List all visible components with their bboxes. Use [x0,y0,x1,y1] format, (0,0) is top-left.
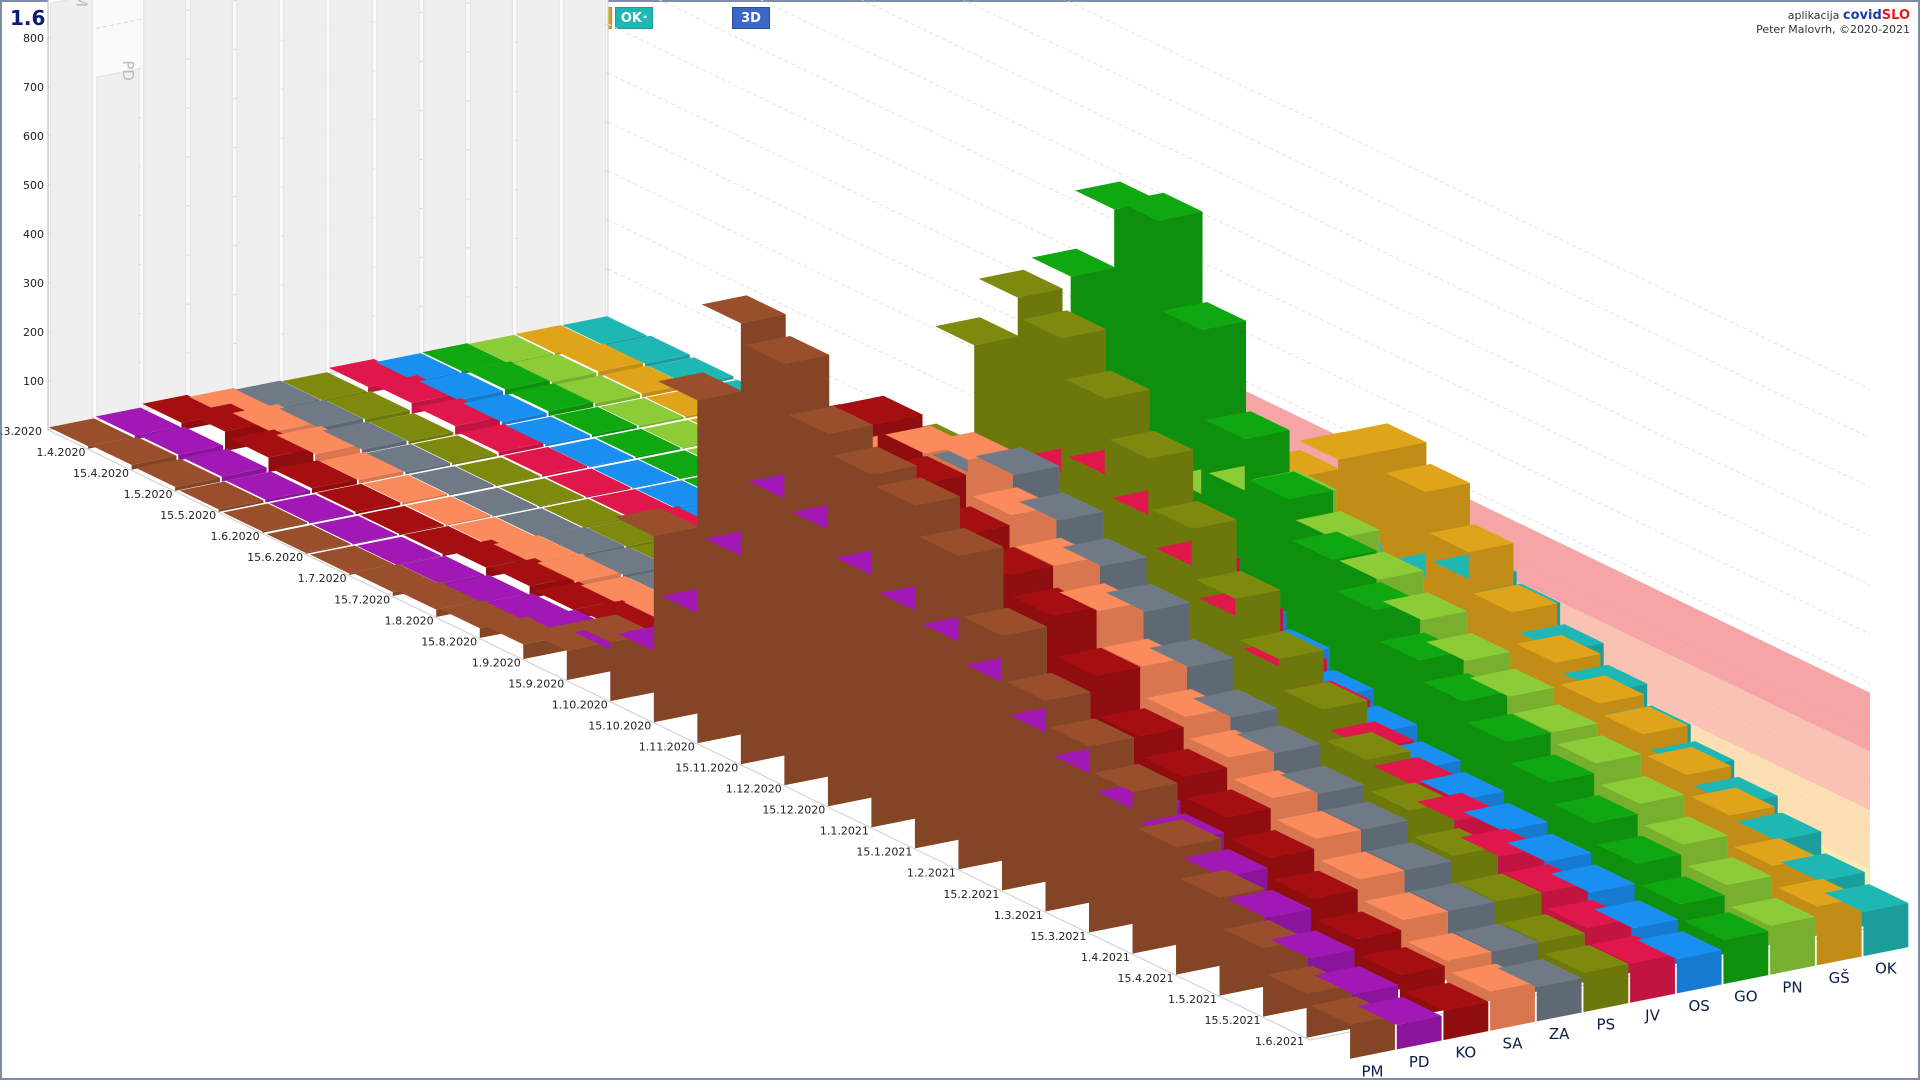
region-label: JV [1644,1006,1660,1024]
region-label: PD [1409,1053,1430,1071]
bar-front [1863,903,1908,956]
date-tick-label: 1.12.2020 [726,783,782,796]
date-tick-label: 15.11.2020 [675,762,738,775]
region-label: OS [1689,997,1710,1015]
date-tick-label: 15.4.2020 [73,467,129,480]
bar-front [1133,783,1178,954]
y-tick-label: 500 [23,179,44,192]
date-tick-label: 15.4.2021 [1117,972,1173,985]
region-label: PS [1597,1016,1616,1034]
bar-front [1770,917,1815,975]
back-wall-bar [284,0,326,383]
date-tick-label: 1.5.2020 [124,488,173,501]
date-tick-label: 1.9.2020 [472,656,521,669]
back-wall-label: PD [119,60,137,81]
back-wall-bar [237,0,279,392]
y-tick-label: 200 [23,326,44,339]
bar-front [1723,931,1768,984]
bar-front [958,547,1003,870]
region-label: PM [1361,1062,1383,1080]
date-tick-label: 15.5.2020 [160,509,216,522]
date-tick-label: 15.6.2020 [247,551,303,564]
region-label: OK [1875,960,1898,978]
date-tick-label: 15.1.2021 [856,846,912,859]
region-label: GO [1734,988,1757,1006]
back-wall-bar [330,0,372,374]
region-label: SA [1502,1034,1523,1052]
date-tick-label: 15.3.2020 [0,425,42,438]
y-tick-label: 400 [23,228,44,241]
date-tick-label: 1.4.2021 [1081,951,1130,964]
date-tick-label: 1.4.2020 [37,446,86,459]
bar-front [654,527,699,722]
date-tick-label: 15.10.2020 [588,719,651,732]
date-tick-label: 15.5.2021 [1204,1014,1260,1027]
date-tick-label: 1.10.2020 [552,698,608,711]
y-tick-label: 700 [23,81,44,94]
date-tick-label: 1.8.2020 [385,614,434,627]
y-tick-label: 100 [23,375,44,388]
back-wall-bar [517,0,559,336]
date-tick-label: 1.7.2020 [298,572,347,585]
date-tick-label: 1.11.2020 [639,741,695,754]
bar-front [697,391,742,743]
region-label: GŠ [1829,968,1850,987]
date-tick-label: 15.9.2020 [508,677,564,690]
back-wall-bar [97,69,139,420]
date-tick-label: 15.7.2020 [334,593,390,606]
date-tick-label: 15.3.2021 [1030,930,1086,943]
date-tick-label: 1.3.2021 [994,909,1043,922]
date-tick-label: 1.1.2021 [820,825,869,838]
back-wall-bar [190,0,232,402]
bar-front [871,466,916,828]
back-wall-bar [424,0,466,355]
back-wall-bar [377,0,419,364]
date-tick-label: 15.8.2020 [421,635,477,648]
date-tick-label: 1.6.2021 [1255,1035,1304,1048]
bar-front [828,425,873,806]
y-tick-label: 300 [23,277,44,290]
region-label: PN [1782,978,1802,996]
back-wall-bar [470,0,512,346]
back-wall-bar [564,0,606,327]
date-tick-label: 15.2.2021 [943,888,999,901]
date-tick-label: 1.2.2021 [907,867,956,880]
bar-front [741,314,786,764]
y-tick-label: 800 [23,32,44,45]
date-tick-label: 1.5.2021 [1168,993,1217,1006]
back-wall-label: PM [72,0,90,7]
region-label: KO [1455,1044,1476,1062]
back-wall-bar [144,0,186,411]
date-tick-label: 15.12.2020 [762,804,825,817]
y-tick-label: 600 [23,130,44,143]
date-tick-label: 1.6.2020 [211,530,260,543]
region-label: ZA [1549,1025,1570,1043]
back-wall-bar [50,0,92,430]
bar-front [1002,627,1047,891]
